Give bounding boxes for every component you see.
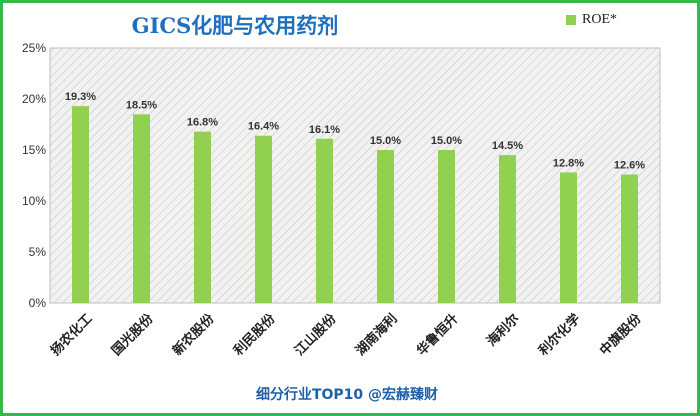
plot-area — [49, 47, 661, 304]
data-label: 15.0% — [370, 135, 401, 147]
bar — [72, 106, 89, 303]
category-label: 国光股份 — [108, 310, 157, 359]
data-label: 18.5% — [126, 99, 157, 111]
bar — [133, 114, 150, 303]
data-label: 15.0% — [431, 135, 462, 147]
bar — [499, 155, 516, 303]
bar — [255, 135, 272, 303]
legend: ROE* — [566, 12, 617, 28]
y-tick-label: 5% — [29, 245, 47, 259]
bar — [560, 172, 577, 303]
category-label: 利尔化学 — [535, 311, 583, 359]
bar — [377, 150, 394, 303]
footer-caption: 细分行业TOP10 @宏赫臻财 — [255, 387, 439, 403]
bar — [438, 150, 455, 303]
data-label: 19.3% — [65, 91, 96, 103]
data-label: 14.5% — [492, 140, 523, 152]
bar — [621, 174, 638, 303]
data-label: 12.6% — [614, 159, 645, 171]
y-tick-label: 20% — [22, 92, 46, 106]
bar — [316, 138, 333, 303]
category-label: 新农股份 — [169, 310, 218, 359]
category-label: 扬农化工 — [47, 311, 95, 359]
y-tick-label: 10% — [22, 194, 46, 208]
data-label: 12.8% — [553, 157, 584, 169]
category-label: 华鲁恒升 — [413, 311, 461, 359]
category-label: 湖南海利 — [352, 311, 400, 359]
data-label: 16.1% — [309, 124, 340, 136]
bar — [194, 131, 211, 303]
y-tick-label: 15% — [22, 143, 46, 157]
data-label: 16.8% — [187, 117, 218, 129]
legend-swatch — [566, 15, 576, 25]
data-label: 16.4% — [248, 121, 279, 133]
y-tick-label: 25% — [22, 41, 46, 55]
category-label: 江山股份 — [291, 310, 340, 359]
legend-label: ROE* — [582, 12, 617, 27]
y-tick-label: 0% — [29, 296, 47, 310]
category-label: 利民股份 — [230, 310, 279, 359]
category-label: 海利尔 — [484, 311, 523, 350]
category-label: 中旗股份 — [596, 310, 645, 359]
chart-title: GICS化肥与农用药剂 — [131, 13, 339, 38]
